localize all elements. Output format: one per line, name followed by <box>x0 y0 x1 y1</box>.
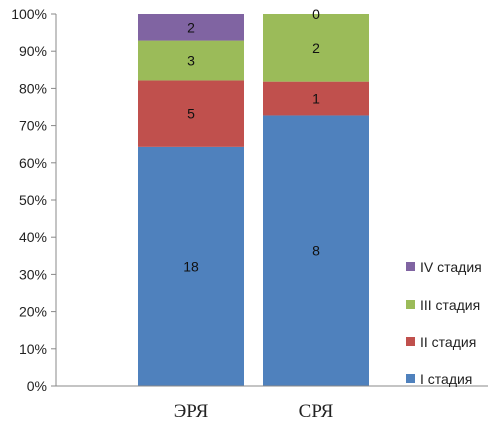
bar-segment <box>263 115 369 387</box>
legend-label: IV стадия <box>420 259 482 275</box>
y-tick-label: 20% <box>19 304 47 320</box>
x-category-label: ЭРЯ <box>174 401 209 422</box>
y-tick-label: 50% <box>19 192 47 208</box>
legend: IV стадия III стадия II стадия I стадия <box>406 259 482 387</box>
data-label: 3 <box>187 53 195 69</box>
bar-segment <box>138 40 244 81</box>
bar-segment <box>263 81 369 116</box>
data-label: 2 <box>312 40 320 56</box>
bar-segment <box>138 146 244 386</box>
bar-segment <box>138 14 244 41</box>
legend-swatch <box>406 262 415 271</box>
axes <box>55 14 488 387</box>
y-tick-label: 40% <box>19 229 47 245</box>
x-category-label: СРЯ <box>299 401 334 422</box>
y-tick-label: 30% <box>19 266 47 282</box>
data-label: 5 <box>187 106 195 122</box>
legend-label: III стадия <box>420 297 480 313</box>
legend-label: II стадия <box>420 334 476 350</box>
legend-swatch <box>406 337 415 346</box>
y-axis: 0% 10% 20% 30% 40% 50% 60% 70% 80% 90% 100% <box>11 6 56 394</box>
legend-swatch <box>406 300 415 309</box>
data-label: 8 <box>312 243 320 259</box>
data-label: 2 <box>187 19 195 35</box>
y-tick-label: 0% <box>27 378 47 394</box>
data-label: 0 <box>312 6 320 22</box>
bar-segment <box>138 80 244 147</box>
data-label: 18 <box>183 258 199 274</box>
y-tick-label: 70% <box>19 118 47 134</box>
y-tick-label: 10% <box>19 341 47 357</box>
bars: 18 5 3 2 8 1 2 0 <box>138 6 369 387</box>
bar-segment <box>263 14 369 82</box>
y-tick-label: 60% <box>19 155 47 171</box>
data-label: 1 <box>312 91 320 107</box>
x-axis-labels: ЭРЯ СРЯ <box>174 401 334 422</box>
legend-label: I стадия <box>420 371 472 387</box>
y-tick-label: 100% <box>11 6 47 22</box>
y-tick-label: 80% <box>19 80 47 96</box>
legend-swatch <box>406 374 415 383</box>
y-tick-label: 90% <box>19 43 47 59</box>
